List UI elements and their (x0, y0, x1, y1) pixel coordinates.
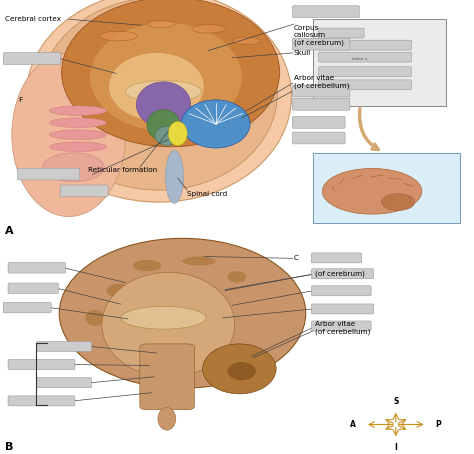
Ellipse shape (382, 194, 415, 211)
Ellipse shape (26, 0, 292, 202)
Ellipse shape (228, 271, 246, 282)
Ellipse shape (147, 109, 180, 141)
Ellipse shape (107, 284, 130, 297)
Ellipse shape (192, 25, 225, 33)
Text: Spinal cord: Spinal cord (187, 191, 228, 197)
FancyBboxPatch shape (319, 28, 364, 38)
Ellipse shape (121, 306, 206, 329)
Text: B: B (5, 442, 13, 452)
FancyBboxPatch shape (36, 378, 91, 388)
FancyBboxPatch shape (8, 283, 58, 293)
Text: arbor v.: arbor v. (352, 57, 368, 61)
FancyBboxPatch shape (311, 269, 374, 279)
FancyBboxPatch shape (60, 185, 108, 197)
Text: Cerebral cortex: Cerebral cortex (5, 16, 61, 22)
FancyBboxPatch shape (319, 67, 411, 77)
FancyBboxPatch shape (292, 85, 350, 97)
Text: Reticular formation: Reticular formation (88, 167, 157, 173)
FancyBboxPatch shape (311, 253, 362, 263)
Text: A: A (5, 226, 13, 236)
FancyBboxPatch shape (319, 40, 411, 50)
FancyBboxPatch shape (313, 153, 460, 222)
Ellipse shape (50, 142, 107, 152)
Ellipse shape (322, 168, 422, 214)
Ellipse shape (155, 126, 179, 146)
Text: I: I (394, 443, 397, 452)
FancyBboxPatch shape (319, 80, 411, 90)
Text: F: F (18, 97, 22, 103)
Ellipse shape (165, 150, 183, 203)
FancyBboxPatch shape (18, 168, 80, 180)
Text: Arbor vitae
(of cerebellum): Arbor vitae (of cerebellum) (294, 75, 349, 89)
Ellipse shape (137, 82, 191, 128)
Ellipse shape (182, 257, 216, 266)
FancyBboxPatch shape (8, 396, 75, 406)
Ellipse shape (181, 100, 250, 148)
Text: (of cerebrum): (of cerebrum) (315, 271, 365, 277)
FancyBboxPatch shape (313, 19, 446, 106)
FancyBboxPatch shape (292, 38, 350, 50)
FancyBboxPatch shape (292, 117, 345, 128)
Ellipse shape (50, 130, 107, 139)
Ellipse shape (12, 53, 126, 217)
FancyBboxPatch shape (292, 6, 359, 18)
Text: Skull: Skull (294, 50, 311, 56)
Ellipse shape (158, 408, 176, 430)
Ellipse shape (232, 37, 261, 44)
Ellipse shape (133, 260, 161, 271)
Ellipse shape (40, 0, 277, 190)
Text: S: S (393, 397, 399, 406)
FancyBboxPatch shape (311, 321, 371, 331)
Ellipse shape (102, 272, 235, 377)
FancyBboxPatch shape (3, 302, 51, 313)
Ellipse shape (126, 81, 201, 102)
Text: Corpus
callosum
(of cerebrum): Corpus callosum (of cerebrum) (294, 25, 344, 46)
Ellipse shape (50, 118, 107, 128)
FancyBboxPatch shape (292, 99, 350, 110)
Ellipse shape (168, 122, 187, 146)
Text: C: C (294, 255, 299, 262)
Text: Arbor vitae
(of cerebellum): Arbor vitae (of cerebellum) (315, 321, 371, 335)
Ellipse shape (147, 20, 175, 28)
Ellipse shape (43, 153, 104, 182)
Ellipse shape (90, 23, 242, 131)
FancyBboxPatch shape (36, 341, 91, 351)
Text: P: P (436, 420, 441, 429)
Ellipse shape (50, 106, 107, 115)
FancyBboxPatch shape (311, 304, 374, 314)
Ellipse shape (202, 344, 276, 394)
Ellipse shape (109, 53, 204, 120)
FancyBboxPatch shape (8, 360, 75, 370)
FancyBboxPatch shape (292, 132, 345, 144)
FancyBboxPatch shape (3, 53, 61, 64)
Text: A: A (350, 420, 356, 429)
FancyBboxPatch shape (140, 344, 194, 410)
FancyBboxPatch shape (311, 286, 371, 296)
Ellipse shape (62, 0, 280, 147)
FancyBboxPatch shape (319, 52, 411, 62)
Ellipse shape (59, 238, 306, 388)
Ellipse shape (228, 362, 256, 380)
Ellipse shape (100, 31, 137, 41)
Ellipse shape (85, 310, 104, 326)
FancyBboxPatch shape (8, 262, 65, 273)
